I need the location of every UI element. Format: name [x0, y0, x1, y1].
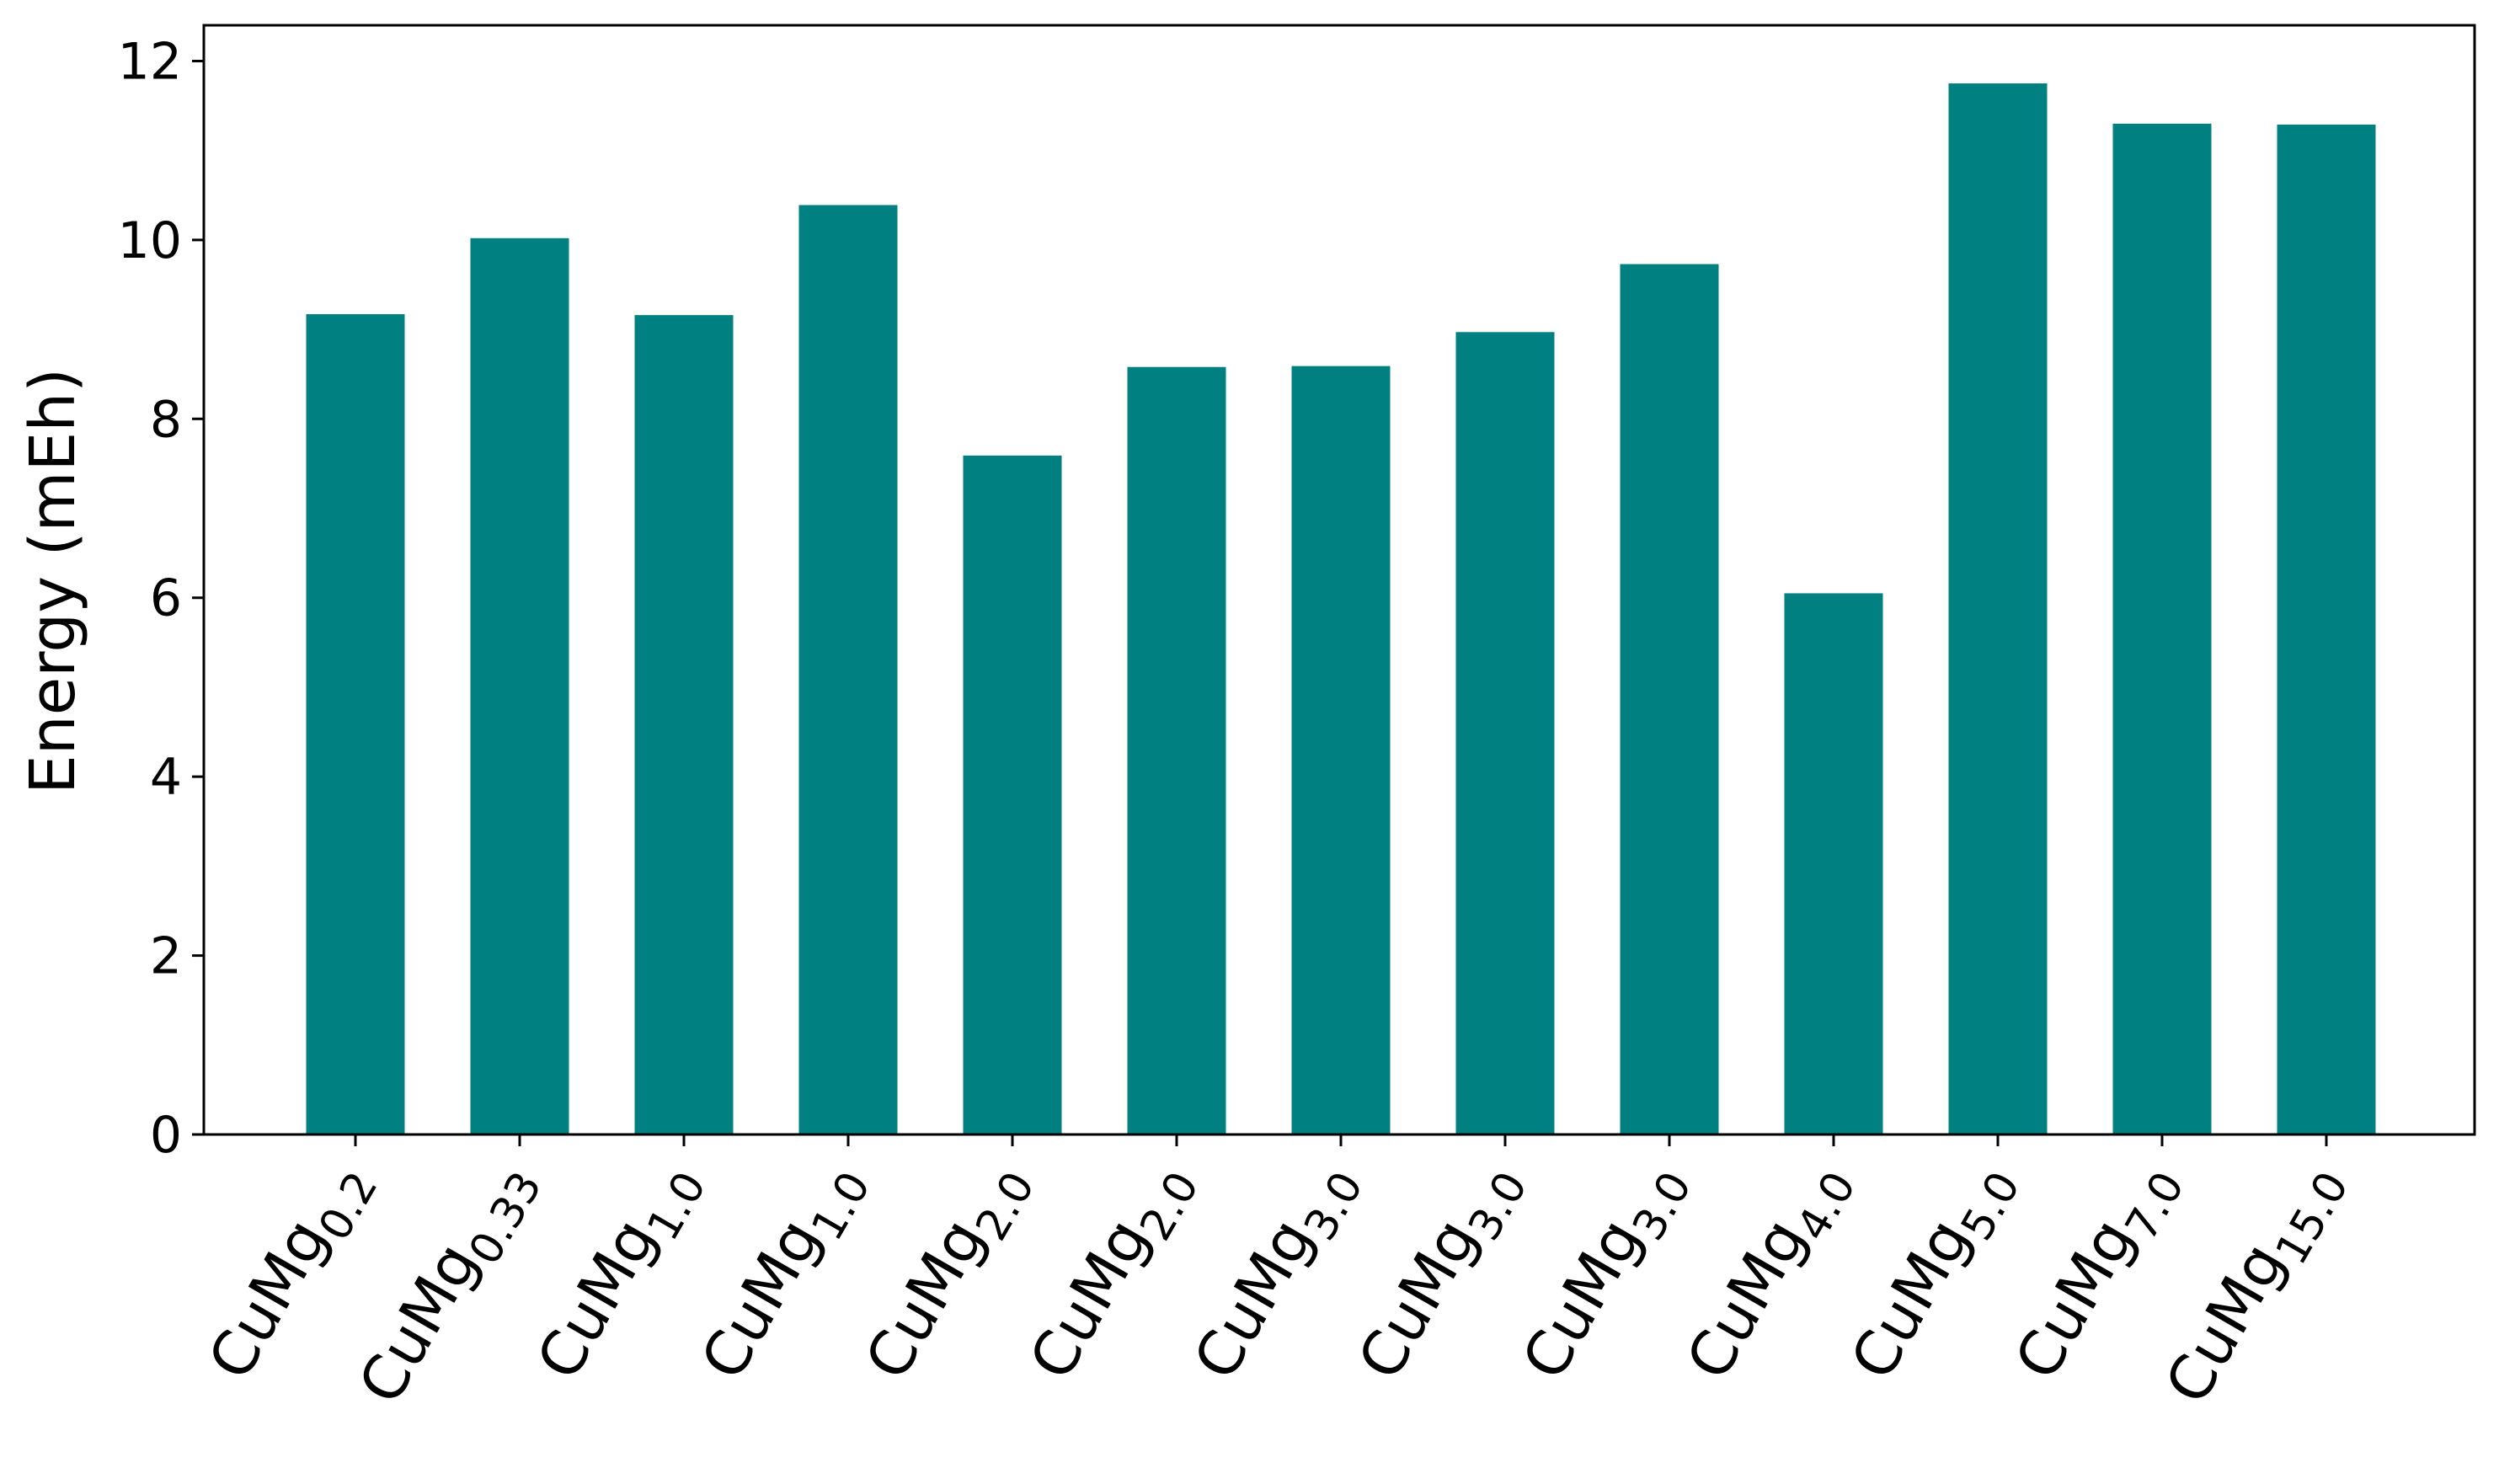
bar [798, 205, 898, 1134]
x-tick-label-base: CuMg [2001, 1207, 2149, 1391]
bar [1291, 366, 1391, 1134]
bar [1948, 83, 2048, 1135]
x-tick-label-base: CuMg [523, 1207, 670, 1391]
y-tick-label: 8 [150, 390, 182, 449]
bar [2112, 123, 2212, 1134]
y-tick-label: 10 [118, 211, 182, 270]
x-tick-label-base: CuMg [1508, 1207, 1656, 1391]
x-tick-label: CuMg3.0 [1508, 1147, 1702, 1398]
x-tick-label-base: CuMg [1837, 1207, 1984, 1391]
x-tick-label-base: CuMg [1180, 1207, 1327, 1391]
x-tick-label-base: CuMg [195, 1207, 342, 1391]
x-tick-label: CuMg3.0 [1180, 1147, 1374, 1398]
y-tick-label: 12 [118, 32, 182, 91]
x-tick-label: CuMg2.0 [852, 1147, 1045, 1398]
x-tick-label-base: CuMg [1673, 1207, 1820, 1391]
x-tick-label: CuMg3.0 [1344, 1147, 1538, 1398]
x-tick-label-base: CuMg [687, 1207, 835, 1391]
x-tick-label: CuMg2.0 [1016, 1147, 1209, 1398]
x-tick-label-base: CuMg [852, 1207, 999, 1391]
x-tick-label-base: CuMg [344, 1231, 492, 1415]
x-tick-label-base: CuMg [2151, 1231, 2299, 1415]
y-axis: 0 2 4 6 8 10 12 [118, 32, 204, 1165]
plot-frame [202, 24, 2476, 1136]
x-tick-label-base: CuMg [1016, 1207, 1163, 1391]
y-tick-label: 6 [150, 569, 182, 628]
bar [1455, 332, 1555, 1134]
y-tick-label: 4 [150, 748, 182, 807]
bar [1784, 593, 1883, 1134]
bar [634, 315, 734, 1134]
bar [470, 238, 569, 1134]
y-tick-label: 2 [150, 927, 182, 986]
x-axis: CuMg0.2CuMg0.33CuMg1.0CuMg1.0CuMg2.0CuMg… [195, 1134, 2359, 1415]
x-tick-label-base: CuMg [1344, 1207, 1492, 1391]
x-tick-label-subscript: 0.33 [460, 1164, 553, 1273]
x-tick-label: CuMg5.0 [1837, 1147, 2031, 1398]
x-tick-label: CuMg1.0 [687, 1147, 881, 1398]
bar [306, 314, 405, 1134]
x-tick-label: CuMg1.0 [523, 1147, 717, 1398]
y-tick-label: 0 [150, 1106, 182, 1165]
bar [2277, 124, 2376, 1135]
bar [963, 455, 1062, 1134]
y-axis-label: Energy (mEh) [17, 368, 89, 794]
bar [1620, 264, 1719, 1134]
x-tick-label-subscript: 15.0 [2267, 1164, 2359, 1273]
bars-layer [306, 83, 2376, 1135]
bar [1127, 366, 1226, 1135]
x-tick-label: CuMg4.0 [1673, 1147, 1866, 1398]
